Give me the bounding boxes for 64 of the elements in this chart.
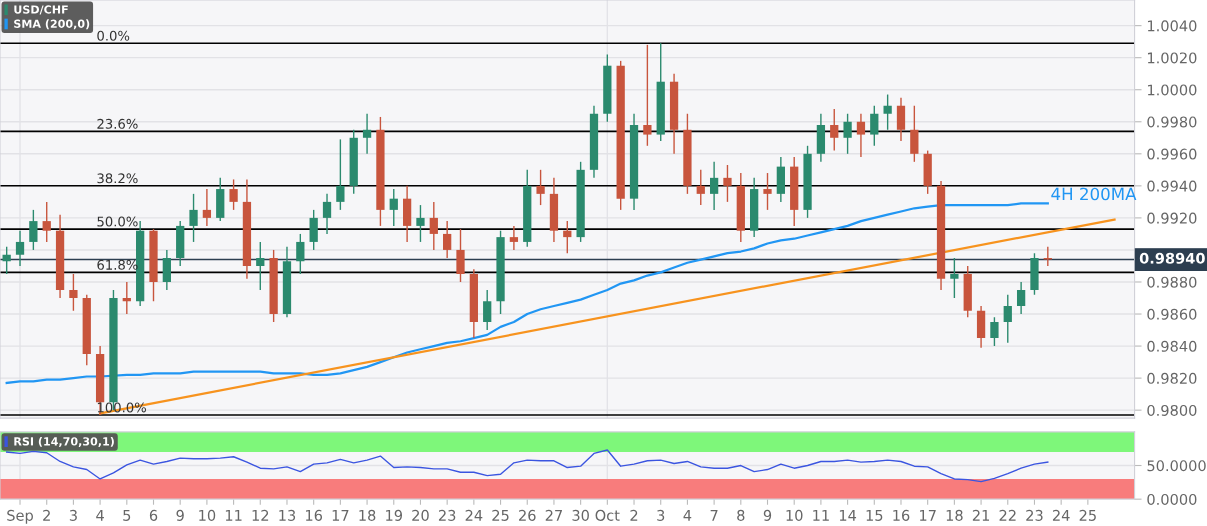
x-tick-label: 18	[359, 509, 376, 521]
x-tick-label: 2	[630, 509, 638, 521]
x-tick-label: 18	[946, 509, 963, 521]
y-tick-label: 0.9960	[1147, 148, 1197, 160]
y-tick-label: 0.9860	[1147, 308, 1197, 320]
x-tick-label: 23	[438, 509, 456, 521]
x-tick-label: 5	[123, 510, 131, 521]
y-tick-label: 0.9800	[1147, 404, 1197, 416]
x-tick-label: Oct	[595, 509, 620, 521]
x-tick-label: 21	[972, 509, 990, 521]
x-tick-label: 16	[893, 509, 910, 521]
x-tick-label: 4	[683, 510, 692, 521]
y-tick-label: 0.9840	[1147, 340, 1197, 352]
x-tick-label: 3	[657, 509, 665, 521]
x-tick-label: 20	[412, 509, 429, 521]
annotation: 38.2%	[97, 173, 138, 184]
x-tick-label: 11	[813, 510, 829, 521]
x-tick-label: 12	[252, 509, 269, 521]
y-tick-label: 1.0000	[1147, 84, 1197, 96]
x-tick-label: 9	[763, 509, 772, 521]
legend-label: RSI (14,70,30,1)	[14, 436, 114, 447]
x-tick-label: 16	[306, 509, 323, 521]
legend-label: USD/CHF	[14, 5, 68, 15]
ref-line-label: 0.98940	[1139, 252, 1205, 264]
annotation: 23.6%	[97, 118, 138, 129]
x-tick-label: 11	[225, 510, 242, 521]
x-tick-label: 2	[43, 509, 50, 521]
y-tick-label: 1.0040	[1147, 20, 1197, 32]
x-tick-label: 24	[1052, 509, 1070, 521]
x-tick-label: 23	[1026, 509, 1043, 521]
y-tick-label: 0.9980	[1147, 116, 1197, 128]
x-tick-label: 25	[492, 509, 509, 521]
x-tick-label: 7	[710, 510, 718, 521]
annotation: 4H 200MA	[1051, 187, 1137, 201]
x-tick-label: 17	[920, 510, 936, 521]
x-tick-label: 6	[149, 509, 158, 521]
x-tick-label: 4	[96, 510, 104, 521]
x-tick-label: 3	[69, 509, 77, 521]
x-tick-label: 25	[1079, 509, 1096, 521]
x-tick-label: 14	[839, 510, 857, 521]
x-tick-label: 30	[572, 509, 589, 521]
x-tick-label: Sep	[7, 509, 33, 524]
x-tick-label: 22	[999, 509, 1016, 521]
x-tick-label: 10	[786, 509, 803, 521]
y-tick-label: 0.0000	[1147, 493, 1197, 505]
x-tick-label: 15	[866, 510, 883, 521]
y-tick-label: 0.9920	[1147, 212, 1197, 224]
x-tick-label: 24	[465, 509, 483, 521]
annotation: 50.0%	[97, 216, 138, 227]
x-tick-label: 17	[332, 510, 349, 521]
y-tick-label: 0.9880	[1147, 276, 1197, 288]
x-tick-label: 9	[176, 509, 184, 521]
y-tick-label: 50.0000	[1147, 460, 1206, 472]
x-tick-label: 10	[199, 509, 216, 521]
y-tick-label: 1.0020	[1147, 52, 1197, 64]
x-tick-label: 8	[737, 509, 745, 521]
annotation: 0.0%	[97, 30, 130, 41]
y-tick-label: 0.9940	[1147, 180, 1197, 192]
x-tick-label: 13	[279, 509, 296, 521]
x-tick-label: 27	[545, 509, 562, 521]
legend-label: SMA (200,0)	[14, 19, 90, 30]
x-tick-label: 19	[386, 509, 403, 521]
y-tick-label: 0.9820	[1147, 372, 1197, 384]
x-tick-label: 26	[519, 509, 536, 521]
